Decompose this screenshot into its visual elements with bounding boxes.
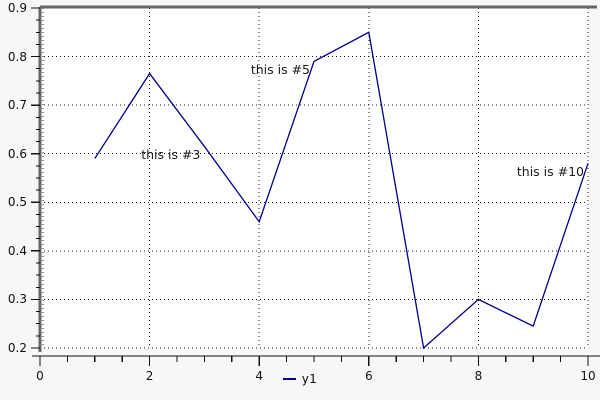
legend: y1 <box>0 369 600 389</box>
plot-area-background <box>40 8 588 348</box>
y-tick-label: 0.2 <box>7 341 27 355</box>
x-axis-ticks <box>39 356 589 366</box>
annotation-label: this is #3 <box>141 147 201 163</box>
series-line-y1 <box>94 31 589 350</box>
y-tick-label: 0.7 <box>7 98 27 113</box>
x-tick-label: 10 <box>580 369 596 383</box>
x-tick-label: 8 <box>474 369 483 383</box>
legend-label-y1: y1 <box>301 370 317 386</box>
y-tick-label: 0.9 <box>7 1 27 15</box>
y-axis-minor-ticks <box>36 7 40 349</box>
y-tick-label: 0.6 <box>7 146 27 161</box>
x-tick-label: 0 <box>36 369 44 383</box>
y-tick-label: 0.4 <box>7 243 27 258</box>
y-tick-label: 0.5 <box>7 195 27 210</box>
y-tick-label: 0.3 <box>7 292 27 307</box>
y-tick-label: 0.8 <box>7 49 27 64</box>
x-tick-label: 2 <box>145 369 154 383</box>
x-tick-label: 6 <box>364 369 373 383</box>
data-series-group <box>94 31 589 350</box>
legend-line-dash-icon <box>283 378 297 380</box>
grid-major-vertical <box>42 8 589 348</box>
x-tick-label: 4 <box>255 369 263 383</box>
annotation-label: this is #10 <box>516 164 584 180</box>
annotation-label: this is #5 <box>250 62 310 78</box>
